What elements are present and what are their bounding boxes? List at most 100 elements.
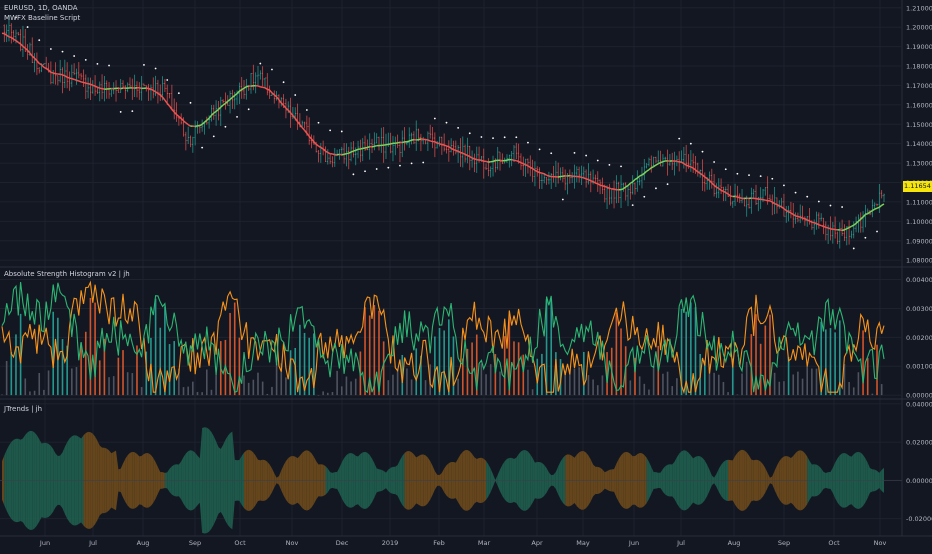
baseline-segment <box>465 154 467 155</box>
stop-dot <box>608 164 610 166</box>
baseline-segment <box>512 160 514 161</box>
baseline-segment <box>814 223 816 224</box>
strength-histogram-bar <box>532 389 534 395</box>
baseline-segment <box>481 160 483 161</box>
strength-histogram-bar <box>336 371 338 395</box>
stop-dot <box>38 39 40 41</box>
strength-histogram-bar <box>113 376 115 395</box>
baseline-segment <box>67 77 69 78</box>
x-tick-label: May <box>576 539 590 547</box>
chart-title[interactable]: EURUSD, 1D, OANDA <box>4 3 78 13</box>
baseline-segment <box>437 143 439 144</box>
baseline-segment <box>463 153 465 154</box>
strength-histogram-bar <box>639 376 641 395</box>
strength-histogram-bar <box>132 373 134 395</box>
strength-histogram-bar <box>276 364 278 395</box>
strength-histogram-bar <box>187 387 189 396</box>
baseline-segment <box>865 214 867 215</box>
x-tick-label: Mar <box>478 539 491 547</box>
baseline-segment <box>367 147 369 148</box>
x-tick-label: Dec <box>336 539 349 547</box>
baseline-segment <box>740 198 742 199</box>
stop-dot <box>667 183 669 185</box>
baseline-segment <box>549 176 551 177</box>
baseline-segment <box>847 228 849 229</box>
strength-histogram-bar <box>341 386 343 395</box>
stop-dot <box>585 155 587 157</box>
baseline-segment <box>607 187 609 188</box>
strength-histogram-bar <box>355 379 357 395</box>
strength-histogram-bar <box>76 367 78 395</box>
stop-dot <box>213 135 215 137</box>
trends-panel-title[interactable]: JTrends | jh <box>4 404 42 414</box>
strength-panel-title[interactable]: Absolute Strength Histogram v2 | jh <box>4 269 130 279</box>
baseline-segment <box>332 154 334 155</box>
stop-dot <box>341 131 343 133</box>
stop-dot <box>201 147 203 149</box>
x-tick-label: Nov <box>874 539 887 547</box>
strength-histogram-bar <box>662 374 664 395</box>
stop-dot <box>294 94 296 96</box>
strength-histogram-bar <box>788 357 790 395</box>
strength-histogram-bar <box>485 374 487 395</box>
baseline-segment <box>828 228 830 229</box>
stop-dot <box>480 136 482 138</box>
stop-dot <box>329 129 331 131</box>
baseline-segment <box>877 207 879 208</box>
stop-dot <box>73 55 75 57</box>
stop-dot <box>876 231 878 233</box>
baseline-segment <box>146 88 148 89</box>
stop-dot <box>492 137 494 139</box>
strength-histogram-bar <box>24 378 26 395</box>
baseline-segment <box>661 162 663 163</box>
y-tick-label-price: 1.15000 <box>906 121 932 129</box>
strength-histogram-bar <box>792 374 794 395</box>
strength-histogram-bar <box>90 298 92 395</box>
strength-histogram-bar <box>48 370 50 395</box>
stop-dot <box>736 173 738 175</box>
baseline-segment <box>60 74 62 75</box>
x-tick-label: Sep <box>189 539 201 547</box>
baseline-segment <box>500 160 502 161</box>
stop-dot <box>155 68 157 70</box>
y-tick-label-price: 1.14000 <box>906 140 932 148</box>
baseline-segment <box>63 75 65 76</box>
strength-histogram-bar <box>327 393 329 395</box>
last-price-badge: 1.11654 <box>903 181 932 192</box>
baseline-segment <box>807 220 809 221</box>
strength-histogram-bar <box>290 350 292 395</box>
baseline-segment <box>456 150 458 151</box>
strength-histogram-bar <box>346 377 348 396</box>
y-tick-label-strength: 0.00400 <box>906 276 932 284</box>
baseline-segment <box>730 196 732 197</box>
baseline-segment <box>76 80 78 81</box>
baseline-segment <box>721 190 723 191</box>
baseline-segment <box>591 181 593 182</box>
strength-histogram-bar <box>774 373 776 395</box>
stop-dot <box>50 48 52 50</box>
baseline-segment <box>651 167 653 168</box>
strength-histogram-bar <box>11 352 13 395</box>
strength-histogram-bar <box>308 338 310 395</box>
strength-histogram-bar <box>206 370 208 396</box>
baseline-segment <box>39 63 41 64</box>
indicator-label[interactable]: MWFX Baseline Script <box>4 13 80 23</box>
baseline-segment <box>823 226 825 227</box>
baseline-segment <box>798 216 800 217</box>
baseline-segment <box>689 166 691 167</box>
strength-histogram-bar <box>318 395 320 396</box>
strength-histogram-bar <box>816 369 818 395</box>
strength-histogram-bar <box>38 373 40 395</box>
strength-histogram-bar <box>253 380 255 395</box>
strength-histogram-bar <box>43 390 45 395</box>
x-tick-label: Jul <box>88 539 97 547</box>
baseline-segment <box>69 78 71 79</box>
baseline-segment <box>658 163 660 164</box>
stop-dot <box>422 162 424 164</box>
strength-histogram-bar <box>695 307 697 395</box>
stop-dot <box>771 178 773 180</box>
baseline-segment <box>88 84 90 85</box>
baseline-segment <box>819 225 821 226</box>
strength-histogram-bar <box>215 375 217 395</box>
